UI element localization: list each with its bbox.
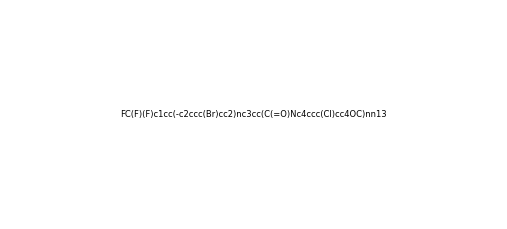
Text: FC(F)(F)c1cc(-c2ccc(Br)cc2)nc3cc(C(=O)Nc4ccc(Cl)cc4OC)nn13: FC(F)(F)c1cc(-c2ccc(Br)cc2)nc3cc(C(=O)Nc… (120, 110, 387, 119)
